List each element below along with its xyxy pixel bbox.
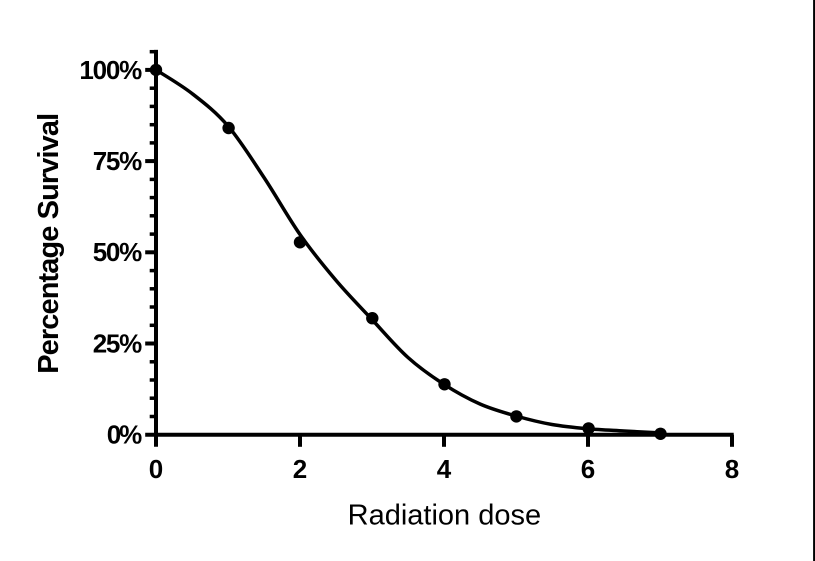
svg-text:2: 2 xyxy=(293,454,307,484)
svg-text:4: 4 xyxy=(437,454,452,484)
svg-text:8: 8 xyxy=(725,454,739,484)
svg-text:Percentage Survival: Percentage Survival xyxy=(33,113,65,374)
svg-text:0%: 0% xyxy=(107,420,143,450)
svg-text:0: 0 xyxy=(149,454,163,484)
svg-text:6: 6 xyxy=(581,454,595,484)
svg-text:25%: 25% xyxy=(93,328,143,358)
svg-text:50%: 50% xyxy=(93,237,143,267)
svg-text:100%: 100% xyxy=(79,55,142,85)
svg-text:Radiation dose: Radiation dose xyxy=(348,500,541,532)
svg-text:75%: 75% xyxy=(93,146,143,176)
